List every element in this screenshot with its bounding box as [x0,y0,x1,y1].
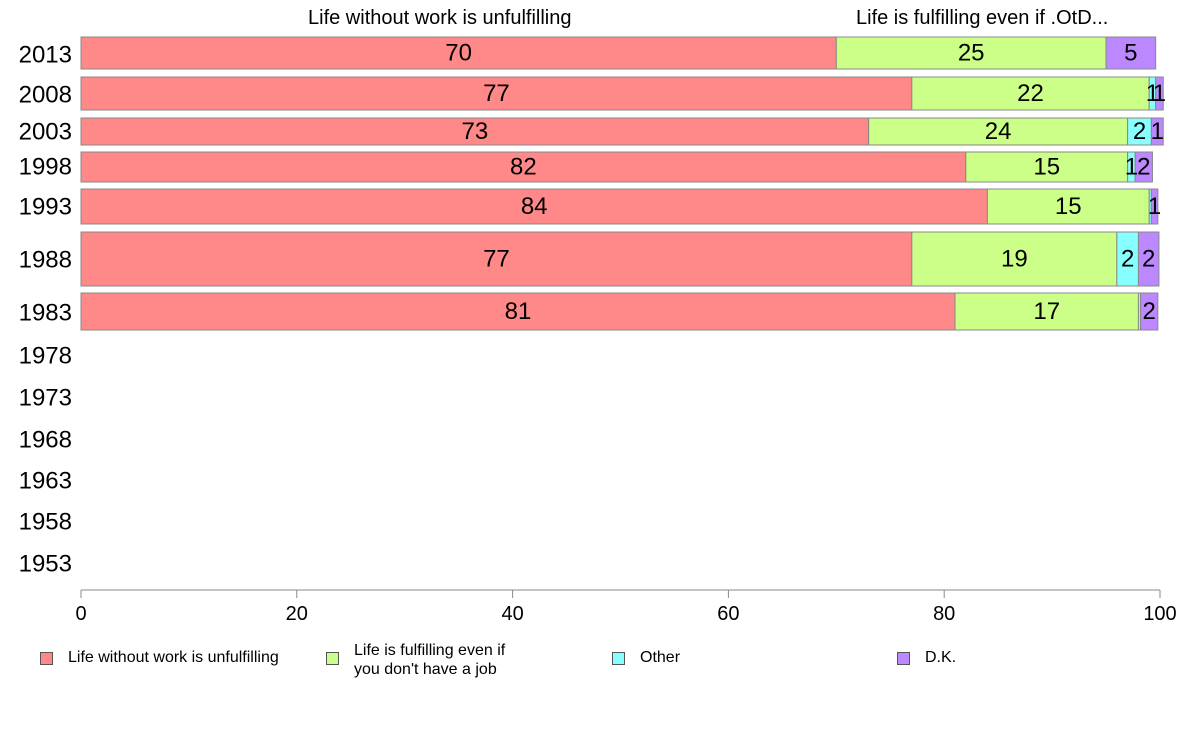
y-label-2003: 2003 [19,119,72,146]
bar-1998-fulfilling [965,151,1129,183]
data-label-2013-dk: 5 [1124,40,1137,67]
legend-item-fulfilling: Life is fulfilling even if you don't hav… [326,642,505,679]
bar-1993-dk [1150,188,1159,225]
data-label-1993-unfulfilling: 84 [521,193,548,220]
top-label-unfulfilling: Life without work is unfulfilling [308,7,572,29]
x-tick-label-80: 80 [933,603,955,625]
x-tick-label-20: 20 [286,603,308,625]
data-label-2013-fulfilling: 25 [958,40,985,67]
x-tick-label-100: 100 [1143,603,1176,625]
y-label-1983: 1983 [19,300,72,327]
data-label-2008-other: 1 [1146,80,1159,107]
y-label-1963: 1963 [19,468,72,495]
data-label-1998-dk: 2 [1137,154,1150,181]
bar-1983-dk [1140,292,1159,331]
bar-2008-unfulfilling [80,76,913,111]
data-label-2013-unfulfilling: 70 [445,40,472,67]
data-label-2003-dk: 1 [1151,118,1164,145]
legend-swatch-dk [897,652,910,665]
bar-1998-dk [1134,151,1153,183]
data-label-1988-dk: 2 [1142,246,1155,273]
data-label-1983-dk: 2 [1143,298,1156,325]
y-label-1973: 1973 [19,385,72,412]
y-label-1953: 1953 [19,551,72,578]
y-label-1968: 1968 [19,427,72,454]
legend-label-other: Other [640,649,681,666]
y-axis-labels: 2013 2008 2003 1998 1993 1988 1983 1978 1973 1968… [19,42,72,578]
x-tick-label-60: 60 [717,603,739,625]
bar-2003-fulfilling [868,117,1129,146]
bar-1983-fulfilling [954,292,1139,331]
legend-label-unfulfilling: Life without work is unfulfilling [68,649,279,666]
legend-item-other: Other [612,648,680,667]
data-label-2003-fulfilling: 24 [985,118,1012,145]
data-label-2008-fulfilling: 22 [1017,80,1044,107]
x-tick-label-0: 0 [75,603,86,625]
data-label-2008-unfulfilling: 77 [483,80,510,107]
bar-2008-dk [1155,76,1164,111]
data-label-1983-unfulfilling: 81 [505,298,532,325]
bar-1998-unfulfilling [80,151,967,183]
top-label-fulfilling: Life is fulfilling even if .OtD... [856,7,1109,29]
data-label-2003-other: 2 [1133,118,1146,145]
x-tick-label-40: 40 [501,603,523,625]
legend-item-unfulfilling: Life without work is unfulfilling [40,648,279,667]
data-label-1988-other: 2 [1121,246,1134,273]
y-label-1988: 1988 [19,247,72,274]
y-label-1993: 1993 [19,194,72,221]
bar-1993-unfulfilling [80,188,988,225]
data-label-1988-unfulfilling: 77 [483,246,510,273]
bar-2003-dk [1150,117,1164,146]
data-label-1998-fulfilling: 15 [1033,154,1060,181]
bar-2013-dk [1105,36,1157,70]
data-label-1988-fulfilling: 19 [1001,246,1028,273]
legend-swatch-other [612,652,625,665]
legend-swatch-unfulfilling [40,652,53,665]
data-label-1998-other: 1 [1125,154,1138,181]
bar-2013-fulfilling [835,36,1107,70]
bar-1988-fulfilling [911,231,1118,287]
y-label-1958: 1958 [19,509,72,536]
data-label-2003-unfulfilling: 73 [461,118,488,145]
data-label-1983-fulfilling: 17 [1033,298,1060,325]
legend-label-fulfilling: Life is fulfilling even if you don't hav… [354,642,506,678]
bar-1988-unfulfilling [80,231,913,287]
x-axis: 0 20 40 60 80 100 [75,589,1177,625]
legend-label-dk: D.K. [925,649,957,666]
bar-2013-unfulfilling [80,36,837,70]
y-label-2013: 2013 [19,42,72,69]
data-label-2008-dk: 1 [1153,80,1166,107]
bar-1988-dk [1137,231,1160,287]
y-label-1998: 1998 [19,154,72,181]
legend-item-dk: D.K. [897,648,956,667]
data-label-1993-dk: 1 [1148,193,1161,220]
legend: Life without work is unfulfilling Life i… [40,642,1160,688]
data-label-1998-unfulfilling: 82 [510,154,537,181]
y-label-1978: 1978 [19,343,72,370]
legend-swatch-fulfilling [326,652,339,665]
y-label-2008: 2008 [19,82,72,109]
bar-2008-fulfilling [911,76,1150,111]
bar-1993-fulfilling [986,188,1150,225]
data-label-1993-fulfilling: 15 [1055,193,1082,220]
